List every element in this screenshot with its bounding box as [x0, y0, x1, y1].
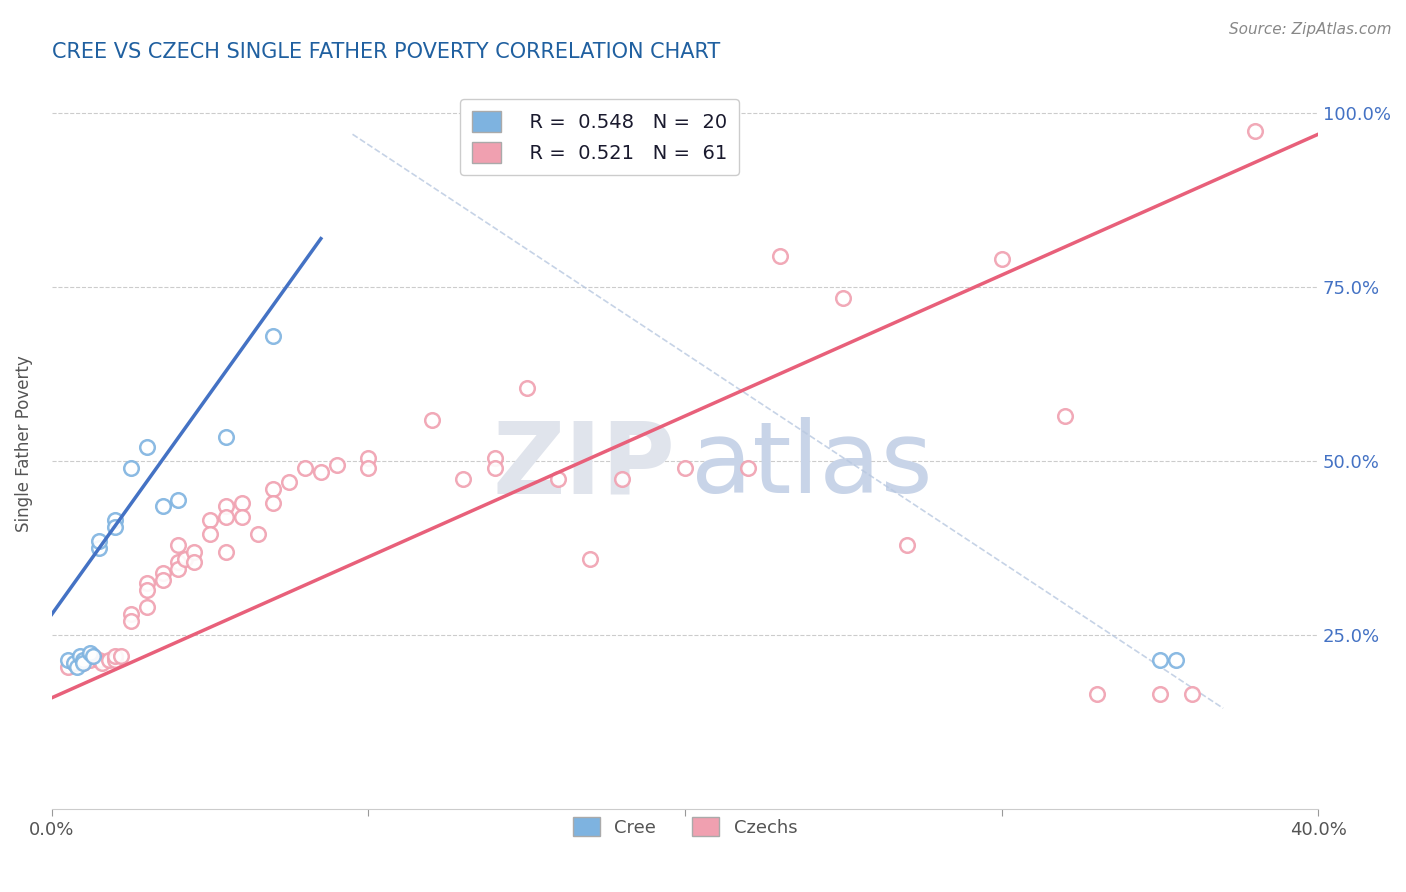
- Point: [246, 527, 269, 541]
- Point: [66, 659, 89, 673]
- Point: [167, 538, 190, 552]
- Point: [231, 496, 253, 510]
- Point: [69, 649, 91, 664]
- Point: [610, 472, 633, 486]
- Point: [231, 510, 253, 524]
- Point: [215, 510, 238, 524]
- Point: [832, 291, 855, 305]
- Point: [56, 652, 79, 666]
- Point: [72, 656, 94, 670]
- Point: [262, 496, 284, 510]
- Point: [135, 600, 157, 615]
- Point: [97, 652, 120, 666]
- Point: [198, 527, 221, 541]
- Point: [135, 582, 157, 597]
- Point: [516, 381, 538, 395]
- Point: [63, 656, 86, 670]
- Point: [737, 461, 759, 475]
- Point: [79, 652, 101, 666]
- Point: [1149, 687, 1171, 701]
- Point: [357, 450, 380, 465]
- Text: Source: ZipAtlas.com: Source: ZipAtlas.com: [1229, 22, 1392, 37]
- Point: [72, 656, 94, 670]
- Point: [167, 562, 190, 576]
- Point: [990, 252, 1012, 267]
- Point: [183, 555, 205, 569]
- Point: [1243, 124, 1265, 138]
- Point: [484, 461, 506, 475]
- Point: [89, 541, 111, 556]
- Point: [79, 646, 101, 660]
- Text: ZIP: ZIP: [492, 417, 675, 515]
- Point: [198, 513, 221, 527]
- Point: [1085, 687, 1108, 701]
- Point: [673, 461, 696, 475]
- Point: [135, 576, 157, 591]
- Point: [215, 500, 238, 514]
- Point: [215, 545, 238, 559]
- Point: [120, 461, 142, 475]
- Point: [104, 652, 127, 666]
- Point: [152, 573, 174, 587]
- Point: [547, 472, 569, 486]
- Point: [104, 649, 127, 664]
- Point: [72, 652, 94, 666]
- Point: [120, 607, 142, 622]
- Point: [72, 652, 94, 666]
- Point: [1053, 409, 1076, 423]
- Point: [896, 538, 918, 552]
- Point: [453, 472, 475, 486]
- Y-axis label: Single Father Poverty: Single Father Poverty: [15, 356, 32, 533]
- Point: [325, 458, 347, 472]
- Point: [110, 649, 132, 664]
- Point: [66, 656, 89, 670]
- Point: [152, 566, 174, 580]
- Point: [262, 329, 284, 343]
- Point: [167, 492, 190, 507]
- Point: [484, 450, 506, 465]
- Point: [357, 461, 380, 475]
- Legend: Cree, Czechs: Cree, Czechs: [565, 810, 804, 844]
- Point: [309, 465, 332, 479]
- Point: [579, 551, 602, 566]
- Point: [420, 412, 443, 426]
- Point: [278, 475, 301, 490]
- Point: [104, 520, 127, 534]
- Point: [1180, 687, 1202, 701]
- Point: [262, 482, 284, 496]
- Point: [183, 545, 205, 559]
- Point: [120, 615, 142, 629]
- Point: [91, 656, 114, 670]
- Point: [1149, 652, 1171, 666]
- Point: [89, 652, 111, 666]
- Point: [63, 656, 86, 670]
- Point: [82, 649, 104, 664]
- Point: [1164, 652, 1187, 666]
- Point: [135, 441, 157, 455]
- Point: [294, 461, 316, 475]
- Point: [56, 659, 79, 673]
- Text: atlas: atlas: [690, 417, 932, 515]
- Point: [215, 430, 238, 444]
- Point: [769, 249, 792, 263]
- Point: [173, 551, 195, 566]
- Point: [104, 513, 127, 527]
- Text: CREE VS CZECH SINGLE FATHER POVERTY CORRELATION CHART: CREE VS CZECH SINGLE FATHER POVERTY CORR…: [52, 42, 720, 62]
- Point: [89, 534, 111, 549]
- Point: [82, 649, 104, 664]
- Point: [167, 555, 190, 569]
- Point: [152, 500, 174, 514]
